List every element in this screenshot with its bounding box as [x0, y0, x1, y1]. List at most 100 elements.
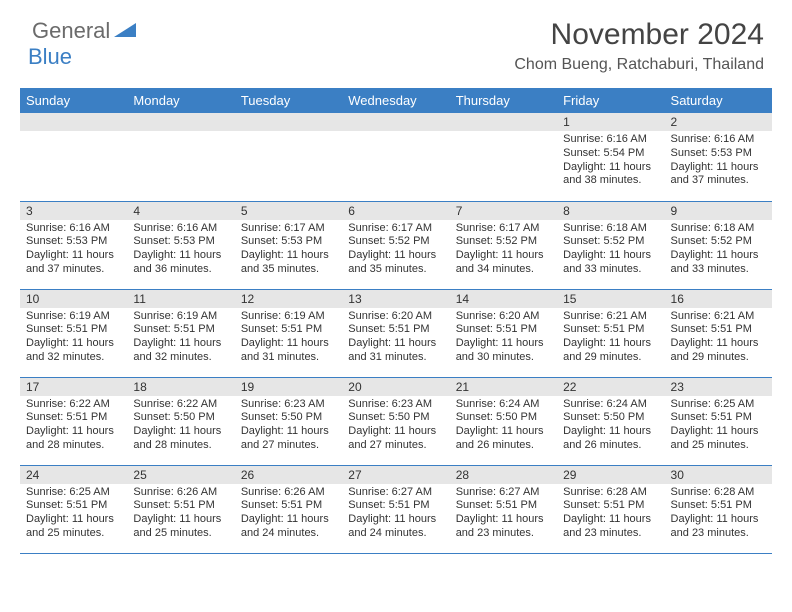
day-content: Sunrise: 6:17 AMSunset: 5:52 PMDaylight:…	[450, 220, 557, 281]
calendar-day-cell	[127, 113, 234, 201]
day-number: 6	[342, 202, 449, 220]
calendar-day-cell: 7Sunrise: 6:17 AMSunset: 5:52 PMDaylight…	[450, 201, 557, 289]
calendar-day-cell: 4Sunrise: 6:16 AMSunset: 5:53 PMDaylight…	[127, 201, 234, 289]
day-number: 15	[557, 290, 664, 308]
day-content: Sunrise: 6:20 AMSunset: 5:51 PMDaylight:…	[342, 308, 449, 369]
day-content	[20, 131, 127, 137]
calendar-day-cell: 24Sunrise: 6:25 AMSunset: 5:51 PMDayligh…	[20, 465, 127, 553]
day-number: 17	[20, 378, 127, 396]
calendar-day-cell: 19Sunrise: 6:23 AMSunset: 5:50 PMDayligh…	[235, 377, 342, 465]
day-content: Sunrise: 6:21 AMSunset: 5:51 PMDaylight:…	[557, 308, 664, 369]
day-number: 28	[450, 466, 557, 484]
day-content: Sunrise: 6:28 AMSunset: 5:51 PMDaylight:…	[557, 484, 664, 545]
calendar-day-cell	[342, 113, 449, 201]
day-number: 13	[342, 290, 449, 308]
day-number: 26	[235, 466, 342, 484]
calendar-header-row: SundayMondayTuesdayWednesdayThursdayFrid…	[20, 88, 772, 113]
calendar-day-cell: 15Sunrise: 6:21 AMSunset: 5:51 PMDayligh…	[557, 289, 664, 377]
day-content: Sunrise: 6:17 AMSunset: 5:52 PMDaylight:…	[342, 220, 449, 281]
day-number	[20, 113, 127, 131]
day-content: Sunrise: 6:28 AMSunset: 5:51 PMDaylight:…	[665, 484, 772, 545]
location-text: Chom Bueng, Ratchaburi, Thailand	[514, 56, 764, 74]
calendar-day-cell: 10Sunrise: 6:19 AMSunset: 5:51 PMDayligh…	[20, 289, 127, 377]
weekday-header: Wednesday	[342, 88, 449, 113]
calendar-day-cell: 21Sunrise: 6:24 AMSunset: 5:50 PMDayligh…	[450, 377, 557, 465]
day-content: Sunrise: 6:16 AMSunset: 5:53 PMDaylight:…	[665, 131, 772, 192]
day-content: Sunrise: 6:23 AMSunset: 5:50 PMDaylight:…	[342, 396, 449, 457]
calendar-body: 1Sunrise: 6:16 AMSunset: 5:54 PMDaylight…	[20, 113, 772, 553]
calendar-day-cell: 26Sunrise: 6:26 AMSunset: 5:51 PMDayligh…	[235, 465, 342, 553]
day-number: 29	[557, 466, 664, 484]
day-number: 1	[557, 113, 664, 131]
calendar-day-cell: 13Sunrise: 6:20 AMSunset: 5:51 PMDayligh…	[342, 289, 449, 377]
calendar-day-cell	[20, 113, 127, 201]
day-number: 16	[665, 290, 772, 308]
day-content: Sunrise: 6:25 AMSunset: 5:51 PMDaylight:…	[20, 484, 127, 545]
day-number: 9	[665, 202, 772, 220]
day-number: 20	[342, 378, 449, 396]
calendar-day-cell: 17Sunrise: 6:22 AMSunset: 5:51 PMDayligh…	[20, 377, 127, 465]
weekday-header: Sunday	[20, 88, 127, 113]
day-number: 25	[127, 466, 234, 484]
day-number: 30	[665, 466, 772, 484]
day-number: 8	[557, 202, 664, 220]
calendar-day-cell: 2Sunrise: 6:16 AMSunset: 5:53 PMDaylight…	[665, 113, 772, 201]
day-content: Sunrise: 6:26 AMSunset: 5:51 PMDaylight:…	[235, 484, 342, 545]
weekday-header: Tuesday	[235, 88, 342, 113]
calendar-week-row: 17Sunrise: 6:22 AMSunset: 5:51 PMDayligh…	[20, 377, 772, 465]
calendar-day-cell	[235, 113, 342, 201]
day-content: Sunrise: 6:25 AMSunset: 5:51 PMDaylight:…	[665, 396, 772, 457]
day-number: 19	[235, 378, 342, 396]
calendar-day-cell: 3Sunrise: 6:16 AMSunset: 5:53 PMDaylight…	[20, 201, 127, 289]
calendar-day-cell: 16Sunrise: 6:21 AMSunset: 5:51 PMDayligh…	[665, 289, 772, 377]
day-number: 4	[127, 202, 234, 220]
calendar-day-cell: 12Sunrise: 6:19 AMSunset: 5:51 PMDayligh…	[235, 289, 342, 377]
weekday-header: Friday	[557, 88, 664, 113]
calendar-day-cell: 29Sunrise: 6:28 AMSunset: 5:51 PMDayligh…	[557, 465, 664, 553]
calendar-day-cell: 14Sunrise: 6:20 AMSunset: 5:51 PMDayligh…	[450, 289, 557, 377]
day-number: 18	[127, 378, 234, 396]
day-number: 27	[342, 466, 449, 484]
day-content: Sunrise: 6:23 AMSunset: 5:50 PMDaylight:…	[235, 396, 342, 457]
day-content: Sunrise: 6:16 AMSunset: 5:53 PMDaylight:…	[127, 220, 234, 281]
weekday-header: Saturday	[665, 88, 772, 113]
calendar-day-cell: 1Sunrise: 6:16 AMSunset: 5:54 PMDaylight…	[557, 113, 664, 201]
calendar-day-cell: 27Sunrise: 6:27 AMSunset: 5:51 PMDayligh…	[342, 465, 449, 553]
day-content: Sunrise: 6:19 AMSunset: 5:51 PMDaylight:…	[127, 308, 234, 369]
day-content: Sunrise: 6:18 AMSunset: 5:52 PMDaylight:…	[665, 220, 772, 281]
day-content: Sunrise: 6:19 AMSunset: 5:51 PMDaylight:…	[235, 308, 342, 369]
day-number: 11	[127, 290, 234, 308]
day-content: Sunrise: 6:22 AMSunset: 5:51 PMDaylight:…	[20, 396, 127, 457]
calendar-table: SundayMondayTuesdayWednesdayThursdayFrid…	[20, 88, 772, 554]
calendar-day-cell: 8Sunrise: 6:18 AMSunset: 5:52 PMDaylight…	[557, 201, 664, 289]
day-number	[450, 113, 557, 131]
weekday-header: Thursday	[450, 88, 557, 113]
calendar-day-cell: 5Sunrise: 6:17 AMSunset: 5:53 PMDaylight…	[235, 201, 342, 289]
calendar-day-cell: 23Sunrise: 6:25 AMSunset: 5:51 PMDayligh…	[665, 377, 772, 465]
day-number: 10	[20, 290, 127, 308]
logo-subline: Blue	[28, 44, 72, 70]
day-content: Sunrise: 6:16 AMSunset: 5:54 PMDaylight:…	[557, 131, 664, 192]
day-content: Sunrise: 6:27 AMSunset: 5:51 PMDaylight:…	[342, 484, 449, 545]
day-content: Sunrise: 6:18 AMSunset: 5:52 PMDaylight:…	[557, 220, 664, 281]
day-content: Sunrise: 6:22 AMSunset: 5:50 PMDaylight:…	[127, 396, 234, 457]
calendar-week-row: 3Sunrise: 6:16 AMSunset: 5:53 PMDaylight…	[20, 201, 772, 289]
day-number: 12	[235, 290, 342, 308]
calendar-week-row: 24Sunrise: 6:25 AMSunset: 5:51 PMDayligh…	[20, 465, 772, 553]
day-content	[235, 131, 342, 137]
calendar-day-cell: 22Sunrise: 6:24 AMSunset: 5:50 PMDayligh…	[557, 377, 664, 465]
day-number	[342, 113, 449, 131]
day-content	[127, 131, 234, 137]
calendar-day-cell: 25Sunrise: 6:26 AMSunset: 5:51 PMDayligh…	[127, 465, 234, 553]
day-number: 3	[20, 202, 127, 220]
day-content: Sunrise: 6:16 AMSunset: 5:53 PMDaylight:…	[20, 220, 127, 281]
calendar-week-row: 1Sunrise: 6:16 AMSunset: 5:54 PMDaylight…	[20, 113, 772, 201]
day-number	[235, 113, 342, 131]
day-number: 7	[450, 202, 557, 220]
day-number: 5	[235, 202, 342, 220]
day-number: 21	[450, 378, 557, 396]
logo-text-blue: Blue	[28, 44, 72, 69]
day-content: Sunrise: 6:17 AMSunset: 5:53 PMDaylight:…	[235, 220, 342, 281]
day-content: Sunrise: 6:19 AMSunset: 5:51 PMDaylight:…	[20, 308, 127, 369]
logo: General	[28, 18, 138, 44]
